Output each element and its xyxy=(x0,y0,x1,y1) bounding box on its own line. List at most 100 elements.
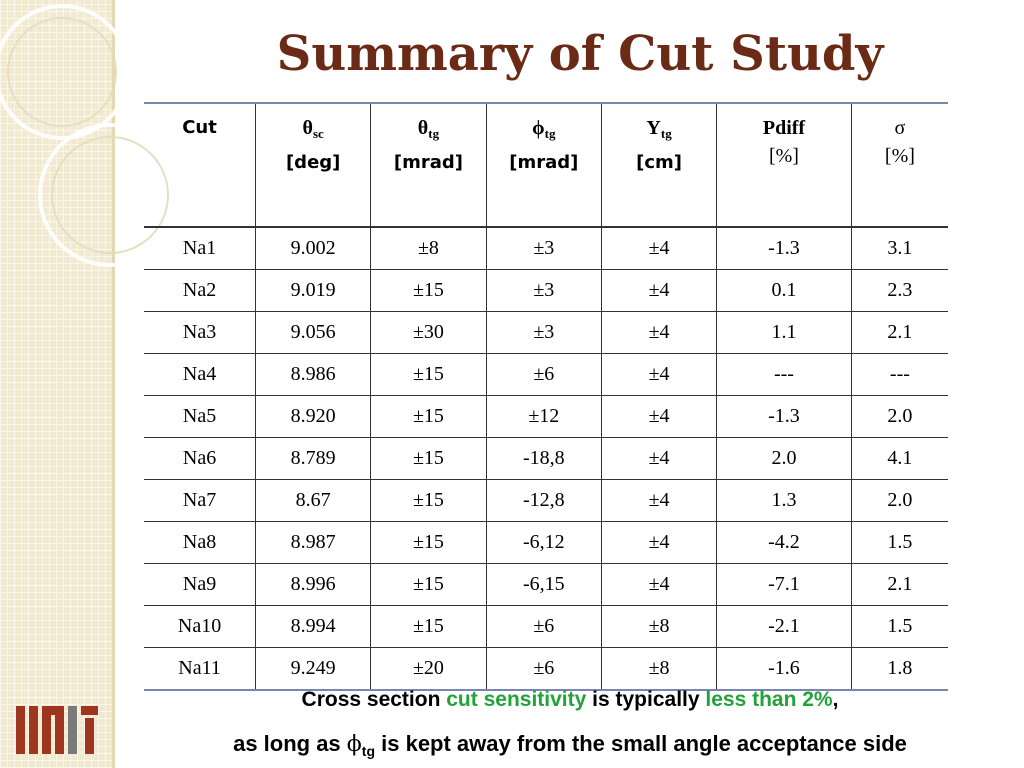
table-cell: Na7 xyxy=(144,479,257,522)
caption-line-2: as long as ϕtg is kept away from the sma… xyxy=(116,731,1024,759)
table-cell: -6,12 xyxy=(485,521,603,564)
table-cell: 1.5 xyxy=(850,521,948,564)
table-cell: Na11 xyxy=(144,647,257,691)
table-cell: 8.67 xyxy=(255,479,372,522)
table-cell: 0.1 xyxy=(716,269,852,312)
table-cell: Na3 xyxy=(144,311,257,354)
table-row: Na6 8.789 ±15 -18,8 ±4 2.0 4.1 xyxy=(144,437,948,480)
table-cell: ±15 xyxy=(370,437,487,480)
header-unit: [mrad] xyxy=(509,152,579,173)
table-row: Na3 9.056 ±30 ±3 ±4 1.1 2.1 xyxy=(144,311,948,354)
table-cell: Na10 xyxy=(144,605,257,648)
table-cell: --- xyxy=(850,353,948,396)
table-cell: ±4 xyxy=(601,353,718,396)
table-cell: 8.986 xyxy=(255,353,372,396)
table-cell: -6,15 xyxy=(485,563,603,606)
table-cell: 2.1 xyxy=(850,311,948,354)
caption-highlight: cut sensitivity xyxy=(446,688,587,711)
table-cell: 8.920 xyxy=(255,395,372,438)
table-cell: Na9 xyxy=(144,563,257,606)
caption-subscript: tg xyxy=(361,743,376,759)
header-unit: [mrad] xyxy=(393,152,464,173)
table-cell: 9.002 xyxy=(255,227,372,270)
table-cell: 8.994 xyxy=(255,605,372,648)
caption-symbol: ϕ xyxy=(346,732,362,757)
table-cell: Na4 xyxy=(144,353,257,396)
table-row: Na11 9.249 ±20 ±6 ±8 -1.6 1.8 xyxy=(144,647,948,691)
table-cell: 1.3 xyxy=(716,479,852,522)
header-subscript: tg xyxy=(544,126,556,141)
header-symbol: Y xyxy=(646,117,661,139)
header-subscript: sc xyxy=(312,126,324,141)
table-cell: ±6 xyxy=(485,647,603,691)
table-cell: --- xyxy=(716,353,852,396)
table-cell: ±15 xyxy=(370,563,487,606)
table-cell: ±15 xyxy=(370,269,487,312)
table-cell: -12,8 xyxy=(485,479,603,522)
table-cell: 1.8 xyxy=(850,647,948,691)
table-cell: 4.1 xyxy=(850,437,948,480)
table-cell: 8.996 xyxy=(255,563,372,606)
table-cell: Na1 xyxy=(144,227,257,270)
table-cell: 2.0 xyxy=(850,395,948,438)
caption-text: Cross section xyxy=(301,688,447,711)
table-header-row: Cut θsc [deg] θtg [mrad] ϕtg [mrad] Ytg … xyxy=(144,103,948,228)
table-cell: 3.1 xyxy=(850,227,948,270)
table-cell: ±3 xyxy=(485,227,603,270)
header-symbol: θ xyxy=(417,117,429,139)
cut-study-table: Cut θsc [deg] θtg [mrad] ϕtg [mrad] Ytg … xyxy=(144,102,948,691)
table-cell: ±12 xyxy=(485,395,603,438)
table-cell: ±8 xyxy=(370,227,487,270)
caption-text: is kept away from the small angle accept… xyxy=(375,731,907,756)
header-cut: Cut xyxy=(144,103,257,228)
header-subscript: tg xyxy=(428,126,440,141)
table-cell: Na8 xyxy=(144,521,257,564)
table-cell: ±6 xyxy=(485,353,603,396)
table-cell: 1.1 xyxy=(716,311,852,354)
header-symbol: σ xyxy=(894,117,906,139)
table-cell: -1.3 xyxy=(716,395,852,438)
table-cell: 8.789 xyxy=(255,437,372,480)
table-cell: ±15 xyxy=(370,521,487,564)
table-row: Na2 9.019 ±15 ±3 ±4 0.1 2.3 xyxy=(144,269,948,312)
table-cell: ±8 xyxy=(601,647,718,691)
caption-text: , xyxy=(832,688,839,711)
header-unit: [%] xyxy=(884,145,915,167)
table-cell: 9.019 xyxy=(255,269,372,312)
header-phi-tg: ϕtg [mrad] xyxy=(485,103,603,228)
table-cell: ±8 xyxy=(601,605,718,648)
mit-logo-icon xyxy=(16,706,98,754)
header-y-tg: Ytg [cm] xyxy=(601,103,718,228)
table-cell: ±15 xyxy=(370,605,487,648)
table-cell: ±4 xyxy=(601,563,718,606)
table-cell: 9.249 xyxy=(255,647,372,691)
decorative-strip-edge xyxy=(112,0,115,768)
table-body: Na1 9.002 ±8 ±3 ±4 -1.3 3.1 Na2 9.019 ±15 ±3 ±4 0.1 2… xyxy=(144,227,948,691)
table-row: Na7 8.67 ±15 -12,8 ±4 1.3 2.0 xyxy=(144,479,948,522)
table-cell: -1.3 xyxy=(716,227,852,270)
header-label: Cut xyxy=(182,117,217,138)
table-cell: -1.6 xyxy=(716,647,852,691)
header-symbol: θ xyxy=(302,117,313,139)
table-cell: ±4 xyxy=(601,269,718,312)
header-sigma: σ [%] xyxy=(850,103,948,228)
table-cell: 9.056 xyxy=(255,311,372,354)
caption-text: as long as xyxy=(233,731,347,756)
table-cell: ±15 xyxy=(370,353,487,396)
table-cell: Na5 xyxy=(144,395,257,438)
table-cell: 8.987 xyxy=(255,521,372,564)
table-cell: -7.1 xyxy=(716,563,852,606)
table-row: Na4 8.986 ±15 ±6 ±4 --- --- xyxy=(144,353,948,396)
table-row: Na9 8.996 ±15 -6,15 ±4 -7.1 2.1 xyxy=(144,563,948,606)
caption-text: is typically xyxy=(586,688,706,711)
table-cell: 2.3 xyxy=(850,269,948,312)
table-cell: 2.0 xyxy=(716,437,852,480)
table-row: Na8 8.987 ±15 -6,12 ±4 -4.2 1.5 xyxy=(144,521,948,564)
table-cell: Na6 xyxy=(144,437,257,480)
page-title: Summary of Cut Study xyxy=(276,26,884,82)
table-row: Na5 8.920 ±15 ±12 ±4 -1.3 2.0 xyxy=(144,395,948,438)
header-unit: [%] xyxy=(768,145,799,167)
table-cell: ±30 xyxy=(370,311,487,354)
table-cell: -2.1 xyxy=(716,605,852,648)
table-cell: Na2 xyxy=(144,269,257,312)
